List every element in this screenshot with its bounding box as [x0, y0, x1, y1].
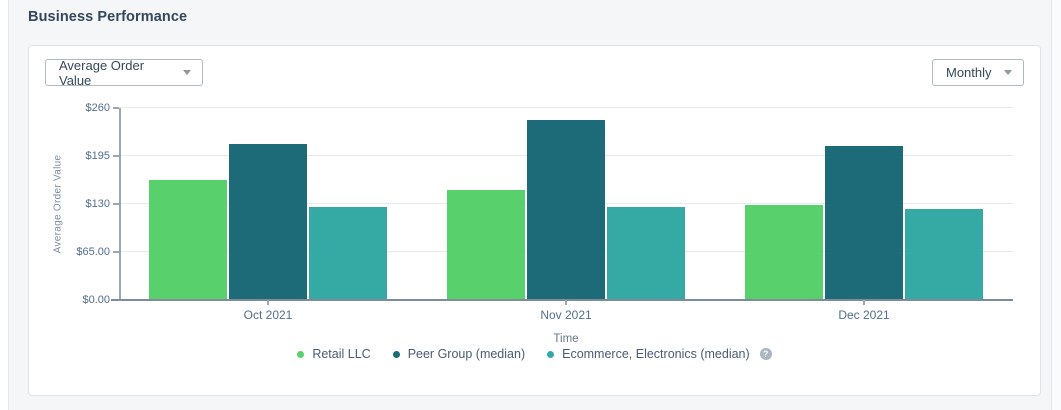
left-rail [0, 0, 9, 410]
legend-dot-icon [297, 350, 305, 358]
y-axis-tick [113, 155, 119, 157]
bar-retail-llc-dec-2021[interactable] [745, 204, 823, 300]
bar-groups [119, 108, 1013, 300]
chevron-down-icon [1004, 70, 1012, 75]
x-tick-label-oct-2021: Oct 2021 [243, 308, 293, 322]
legend: Retail LLC Peer Group (median) Ecommerce, … [29, 347, 1040, 361]
x-axis-line [111, 299, 1013, 301]
bar-retail-llc-nov-2021[interactable] [447, 189, 525, 300]
x-axis-tick [863, 300, 865, 305]
bar-retail-llc-oct-2021[interactable] [149, 180, 227, 300]
gridline-260 [119, 107, 1013, 108]
help-icon[interactable]: ? [759, 348, 772, 360]
scrollbar-track[interactable] [1051, 0, 1061, 410]
bar-group-nov-2021 [417, 108, 715, 300]
metric-dropdown-value: Average Order Value [59, 57, 145, 88]
bar-ecommerce-electronics-median-oct-2021[interactable] [309, 206, 387, 300]
x-axis-tick [266, 300, 269, 305]
x-tick-label-nov-2021: Nov 2021 [540, 308, 592, 322]
y-axis-line [119, 108, 121, 300]
metric-dropdown[interactable]: Average Order Value [45, 57, 203, 88]
page-title: Business Performance [28, 9, 188, 25]
y-tick-label-0: $0.00 [82, 294, 110, 306]
bar-group-dec-2021 [715, 108, 1013, 300]
legend-label: Peer Group (median) [407, 347, 526, 361]
chart-card: Average Order Value Monthly Average Orde… [28, 45, 1041, 396]
plot-area: $0.00 $65.00 $130 $195 $260 [76, 102, 1013, 306]
x-tick-labels: Oct 2021 Nov 2021 Dec 2021 [119, 308, 1013, 322]
y-tick-label-65: $65.00 [76, 246, 110, 258]
y-axis-title: Average Order Value [52, 154, 64, 254]
legend-dot-icon [392, 350, 400, 358]
interval-dropdown[interactable]: Monthly [932, 59, 1024, 86]
y-axis-tick [113, 203, 119, 205]
y-axis-tick [113, 251, 119, 253]
legend-label: Retail LLC [312, 347, 371, 361]
legend-label: Ecommerce, Electronics (median) [562, 347, 750, 361]
legend-item-retail-llc[interactable]: Retail LLC [297, 347, 371, 361]
chevron-down-icon [183, 70, 191, 75]
bar-ecommerce-electronics-median-dec-2021[interactable] [905, 209, 983, 300]
y-tick-label-130: $130 [85, 198, 110, 210]
legend-item-ecommerce-electronics-median[interactable]: Ecommerce, Electronics (median) [547, 347, 750, 361]
x-axis-title: Time [553, 333, 579, 345]
x-axis-tick [565, 300, 567, 305]
bar-peer-group-median-oct-2021[interactable] [229, 144, 307, 300]
y-tick-label-195: $195 [85, 150, 110, 162]
x-tick-label-dec-2021: Dec 2021 [838, 308, 890, 322]
bar-peer-group-median-dec-2021[interactable] [825, 146, 903, 300]
bar-group-oct-2021 [119, 108, 417, 300]
legend-item-peer-group-median[interactable]: Peer Group (median) [392, 347, 526, 361]
interval-dropdown-value: Monthly [946, 65, 992, 80]
legend-dot-icon [547, 350, 555, 358]
y-tick-label-260: $260 [85, 102, 110, 114]
bar-peer-group-median-nov-2021[interactable] [527, 119, 605, 300]
bar-ecommerce-electronics-median-nov-2021[interactable] [607, 206, 685, 300]
y-axis-tick [113, 107, 119, 109]
